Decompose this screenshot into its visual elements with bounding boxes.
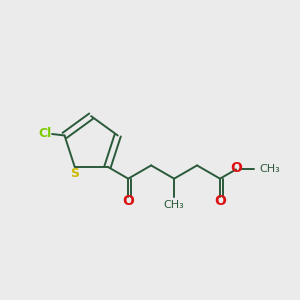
Text: O: O (230, 161, 242, 175)
Text: O: O (214, 194, 226, 208)
Text: O: O (122, 194, 134, 208)
Text: CH₃: CH₃ (259, 164, 280, 174)
Text: CH₃: CH₃ (164, 200, 184, 210)
Text: Cl: Cl (38, 128, 51, 140)
Text: S: S (70, 167, 79, 180)
